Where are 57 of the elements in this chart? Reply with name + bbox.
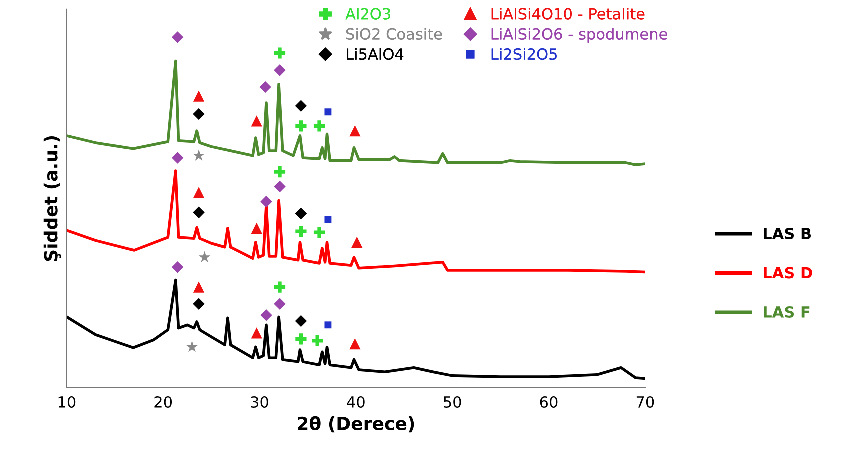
point [314,227,326,238]
point [193,282,205,293]
x-tick-label: 70 [636,396,654,408]
legend-label: LAS D [764,267,812,279]
legend-label: SiO2 Coasite [346,28,442,40]
legend-label: LAS F [764,306,810,318]
point [296,334,307,345]
point [295,100,308,112]
x-tick-label: 40 [347,396,365,408]
point [274,298,286,310]
point [274,282,286,293]
point [260,309,272,322]
y-axis-title: Şiddet (a.u.) [44,136,62,262]
point [296,120,307,132]
x-axis-title: 2θ (Derece) [298,416,414,433]
point [193,187,205,198]
point [260,81,272,94]
point [324,322,332,329]
point [295,208,308,220]
point [172,32,184,44]
point [193,108,205,120]
point [186,340,198,352]
legend-label: Li5AlO4 [347,48,404,60]
legend-label: Li2Si2O5 [492,48,557,60]
legend-label: Al2O3 [346,8,390,20]
point [350,125,361,137]
point [324,108,332,116]
x-tick-label: 50 [444,396,462,408]
x-tick-label: 20 [154,396,172,408]
point [274,180,286,193]
point [296,226,307,238]
point [324,216,332,224]
point [251,222,262,234]
legend-label: LAS B [764,228,812,240]
x-tick-label: 30 [251,396,268,408]
point [193,298,205,310]
x-tick-label: 60 [540,396,558,408]
point [350,338,361,350]
point [251,328,262,339]
point [274,64,286,76]
point [193,206,205,219]
point [198,251,211,263]
point [352,236,363,248]
point [274,48,286,59]
legend-label: LiAlSi2O6 - spodumene [492,28,668,43]
point [295,315,308,328]
point [251,116,262,127]
x-tick-label: 10 [58,396,76,408]
point [260,196,272,208]
point [274,166,286,178]
point [314,120,326,132]
point [312,335,324,346]
point [193,90,205,102]
point [193,150,205,161]
point [172,152,184,164]
legend-label: LiAlSi4O10 - Petalite [492,8,645,20]
point [172,261,184,274]
